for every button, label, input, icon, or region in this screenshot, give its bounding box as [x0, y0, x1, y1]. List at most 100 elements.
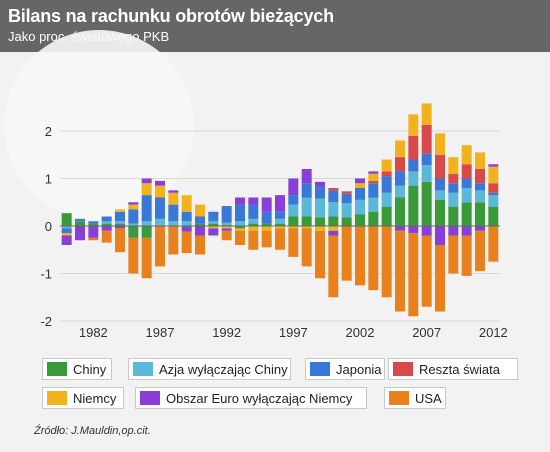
bar-segment [301, 226, 312, 229]
bar-segment [181, 211, 192, 222]
bar-segment [221, 226, 232, 229]
bar-segment [101, 226, 112, 231]
bar-segment [488, 183, 499, 193]
bar-segment [395, 197, 405, 226]
y-tick-label: -2 [40, 314, 52, 329]
bar-segment [328, 202, 339, 217]
bar-segment [315, 181, 325, 187]
bar-segment [101, 216, 112, 222]
bar-segment [381, 159, 392, 172]
bar-segment [248, 223, 259, 226]
bar-segment [301, 216, 312, 226]
bar-segment [475, 226, 485, 231]
bar-segment [141, 237, 152, 279]
bar-segment [61, 228, 72, 234]
bar-segment [248, 230, 259, 250]
legend-swatch [47, 362, 67, 376]
bar-segment [301, 183, 312, 198]
bar-segment [288, 204, 299, 217]
bar-segment [461, 164, 472, 179]
bar-segment [288, 195, 299, 205]
bar-segment [355, 183, 365, 188]
bar-segment [261, 197, 272, 212]
bar-segment [395, 157, 405, 172]
bar-segment [475, 202, 485, 226]
bar-segment [61, 233, 72, 236]
bar-segment [328, 235, 339, 298]
bar-segment [395, 185, 405, 198]
bar-segment [195, 226, 205, 236]
bar-segment [128, 209, 139, 224]
bar-segment [288, 226, 299, 229]
bar-segment [475, 169, 485, 184]
x-tick-label: 1997 [279, 325, 308, 340]
bar-segment [448, 235, 459, 274]
bar-segment [435, 199, 445, 226]
bar-segment [208, 223, 219, 226]
bar-segment [181, 221, 192, 226]
bar-segment [208, 211, 219, 222]
y-tick-label: 1 [45, 172, 52, 187]
bar-segment [235, 221, 245, 226]
bar-segment [408, 233, 419, 317]
x-tick-label: 1987 [146, 325, 175, 340]
source-note: Źródło: J.Mauldin,op.cit. [34, 425, 151, 437]
legend-label: Reszta świata [419, 361, 500, 377]
bar-segment [235, 226, 245, 229]
x-tick-label: 1982 [79, 325, 108, 340]
bar-segment [275, 226, 285, 229]
bar-segment [235, 204, 245, 222]
bar-segment [75, 221, 85, 226]
bar-segment [181, 226, 192, 232]
bar-segment [408, 185, 419, 226]
bar-segment [461, 226, 472, 236]
bar-segment [421, 165, 432, 182]
bar-segment [75, 226, 85, 241]
legend-item: Niemcy [42, 387, 124, 409]
bar-segment [475, 190, 485, 203]
bar-segment [315, 217, 325, 226]
bar-segment [195, 204, 205, 217]
bar-segment [381, 226, 392, 298]
bar-segment [155, 185, 165, 198]
bar-segment [261, 223, 272, 226]
bar-segment [181, 231, 192, 254]
bar-segment [115, 228, 125, 253]
bar-segment [235, 230, 245, 245]
legend-item: Azja wyłączając Chiny [128, 358, 291, 380]
bar-segment [448, 157, 459, 174]
bar-segment [475, 230, 485, 272]
bar-segment [261, 211, 272, 224]
bar-segment [341, 226, 352, 281]
x-tick-label: 2007 [412, 325, 441, 340]
bar-segment [488, 164, 499, 167]
bar-segment [448, 173, 459, 184]
bar-segment [488, 192, 499, 196]
bar-segment [421, 181, 432, 226]
x-tick-label: 2012 [479, 325, 508, 340]
bar-segment [168, 204, 179, 222]
bar-segment [381, 207, 392, 226]
bar-segment [488, 226, 499, 262]
bar-segment [128, 202, 139, 205]
bar-segment [115, 211, 125, 222]
bar-segment [208, 221, 219, 224]
bar-segment [275, 218, 285, 224]
bar-segment [168, 226, 179, 255]
bar-segment [301, 228, 312, 267]
bar-segment [448, 226, 459, 236]
bar-segment [195, 216, 205, 224]
bar-segment [155, 197, 165, 219]
legend-label: Azja wyłączając Chiny [159, 361, 288, 377]
bar-segment [355, 178, 365, 184]
bar-segment [368, 171, 379, 174]
bar-segment [235, 228, 245, 231]
legend-item: Reszta świata [388, 358, 518, 380]
x-tick-label: 1992 [212, 325, 241, 340]
bar-segment [381, 192, 392, 207]
bar-segment [488, 166, 499, 184]
bar-segment [488, 207, 499, 226]
bar-segment [435, 190, 445, 200]
legend-item: Japonia [305, 358, 385, 380]
y-tick-label: 0 [45, 219, 52, 234]
